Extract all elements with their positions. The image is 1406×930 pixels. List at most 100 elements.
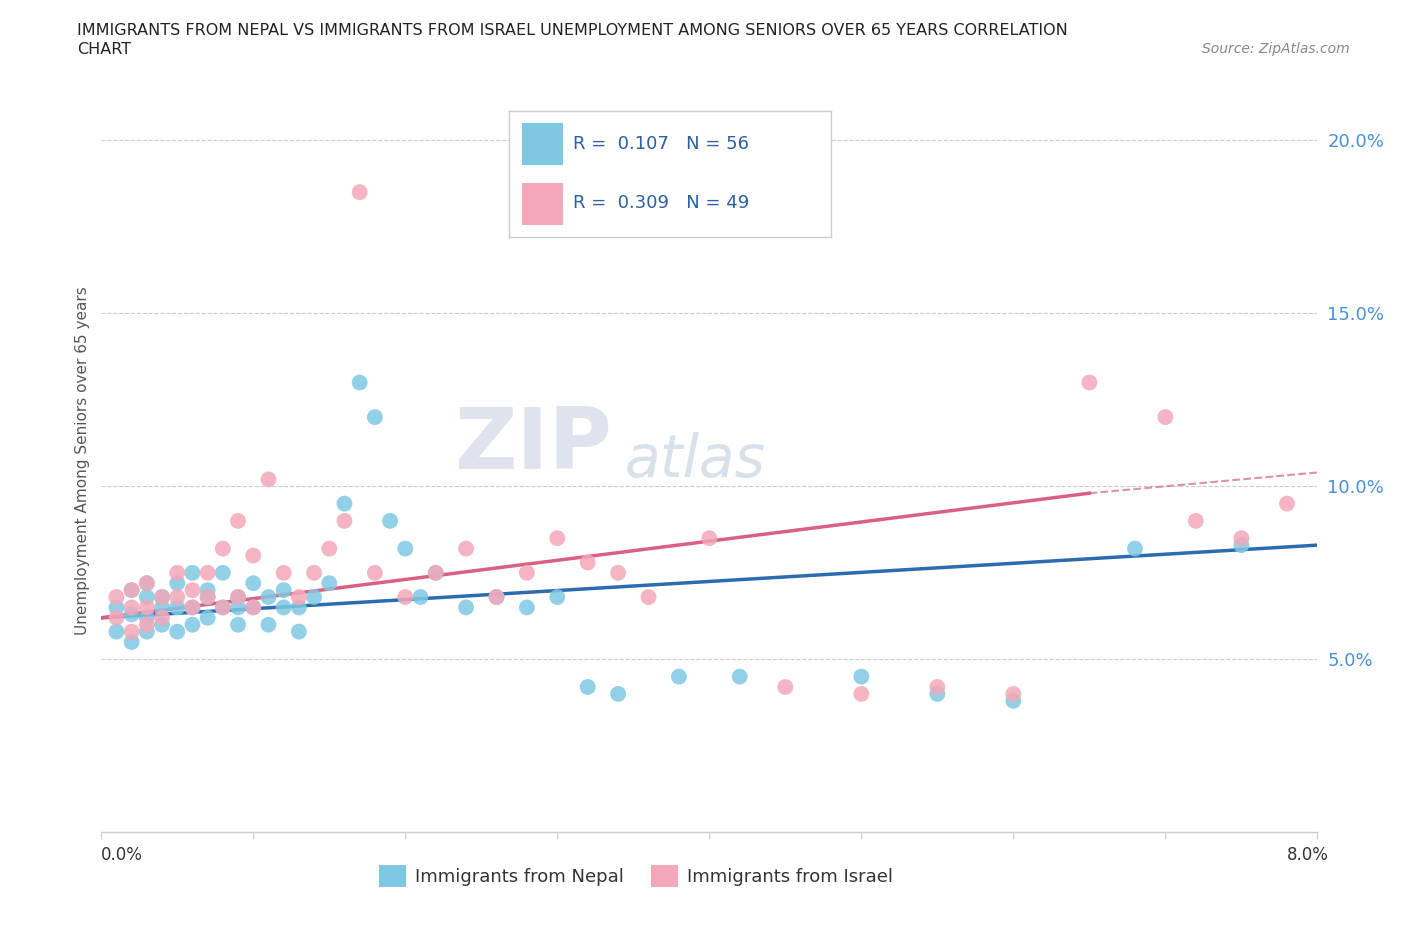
Point: [775, 680, 797, 695]
Point: [150, 590, 173, 604]
Point: [226, 590, 249, 604]
Point: [226, 590, 249, 604]
Point: [349, 185, 371, 200]
Point: [197, 590, 219, 604]
Point: [242, 576, 264, 591]
Point: [242, 548, 264, 563]
Point: [135, 624, 157, 639]
Point: [166, 590, 188, 604]
Point: [288, 590, 311, 604]
Point: [546, 590, 568, 604]
Point: [121, 600, 143, 615]
Point: [166, 565, 188, 580]
Point: [333, 513, 356, 528]
Point: [197, 583, 219, 598]
Point: [257, 472, 280, 486]
Point: [105, 610, 128, 625]
Point: [425, 565, 447, 580]
Text: ZIP: ZIP: [454, 404, 612, 487]
Point: [364, 409, 387, 424]
Point: [349, 375, 371, 390]
Point: [851, 670, 873, 684]
Point: [197, 590, 219, 604]
Point: [927, 686, 949, 701]
Point: [728, 670, 751, 684]
Point: [607, 686, 630, 701]
Legend: Immigrants from Nepal, Immigrants from Israel: Immigrants from Nepal, Immigrants from I…: [373, 857, 901, 894]
Point: [425, 565, 447, 580]
Point: [135, 576, 157, 591]
Point: [150, 618, 173, 632]
Text: 0.0%: 0.0%: [101, 846, 143, 864]
Point: [1230, 538, 1253, 552]
Point: [302, 590, 325, 604]
Point: [166, 624, 188, 639]
Point: [181, 618, 204, 632]
Point: [516, 565, 538, 580]
Text: Source: ZipAtlas.com: Source: ZipAtlas.com: [1202, 42, 1350, 56]
Point: [150, 610, 173, 625]
Point: [105, 600, 128, 615]
Point: [211, 600, 233, 615]
Point: [197, 610, 219, 625]
Text: atlas: atlas: [624, 432, 765, 489]
Point: [546, 531, 568, 546]
Point: [288, 624, 311, 639]
Point: [409, 590, 432, 604]
Point: [226, 618, 249, 632]
Point: [607, 565, 630, 580]
Point: [576, 555, 599, 570]
Point: [273, 600, 295, 615]
Point: [1184, 513, 1206, 528]
Point: [576, 680, 599, 695]
Point: [333, 497, 356, 512]
Point: [302, 565, 325, 580]
Point: [135, 618, 157, 632]
Point: [456, 600, 478, 615]
Point: [197, 565, 219, 580]
Point: [211, 600, 233, 615]
Point: [135, 600, 157, 615]
Point: [121, 634, 143, 649]
Point: [668, 670, 690, 684]
Point: [273, 565, 295, 580]
Point: [1230, 531, 1253, 546]
Point: [318, 576, 340, 591]
Point: [166, 576, 188, 591]
Point: [1154, 409, 1177, 424]
Point: [181, 583, 204, 598]
Text: CHART: CHART: [77, 42, 131, 57]
Point: [105, 624, 128, 639]
Point: [485, 590, 508, 604]
Point: [364, 565, 387, 580]
Point: [378, 513, 401, 528]
Point: [121, 607, 143, 622]
Point: [105, 590, 128, 604]
Point: [1275, 497, 1298, 512]
Point: [257, 590, 280, 604]
Point: [1002, 686, 1025, 701]
Point: [394, 541, 416, 556]
Point: [211, 541, 233, 556]
Point: [226, 600, 249, 615]
Point: [516, 600, 538, 615]
Point: [150, 600, 173, 615]
Point: [211, 565, 233, 580]
Y-axis label: Unemployment Among Seniors over 65 years: Unemployment Among Seniors over 65 years: [75, 286, 90, 634]
Point: [135, 610, 157, 625]
Text: IMMIGRANTS FROM NEPAL VS IMMIGRANTS FROM ISRAEL UNEMPLOYMENT AMONG SENIORS OVER : IMMIGRANTS FROM NEPAL VS IMMIGRANTS FROM…: [77, 23, 1069, 38]
Point: [1002, 694, 1025, 709]
Point: [273, 583, 295, 598]
Point: [1123, 541, 1146, 556]
Point: [135, 590, 157, 604]
Point: [121, 583, 143, 598]
Point: [181, 565, 204, 580]
Point: [226, 513, 249, 528]
Point: [318, 541, 340, 556]
Point: [150, 590, 173, 604]
Point: [242, 600, 264, 615]
Point: [927, 680, 949, 695]
Point: [242, 600, 264, 615]
Point: [166, 600, 188, 615]
Point: [456, 541, 478, 556]
